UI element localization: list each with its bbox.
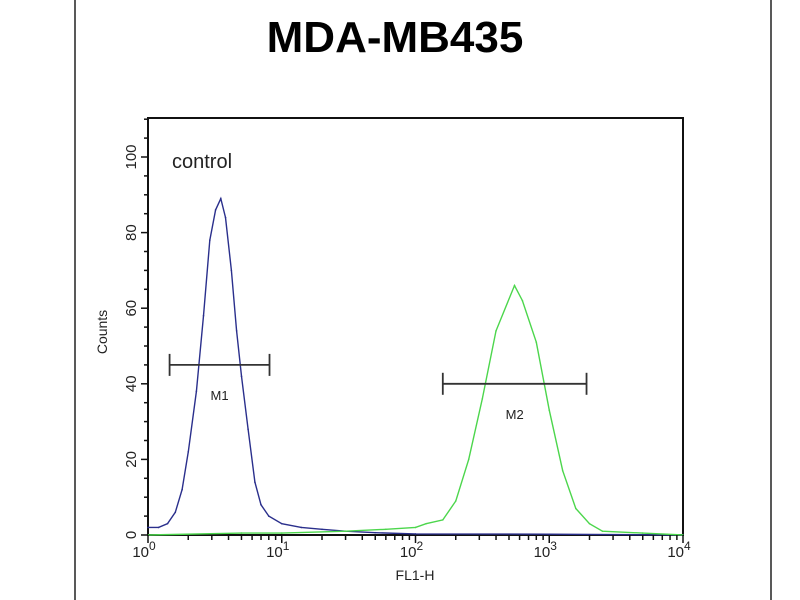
series-1-point bbox=[235, 330, 238, 332]
series-1-point bbox=[300, 526, 303, 529]
series-1-point bbox=[166, 522, 169, 525]
x-axis-title: FL1-H bbox=[396, 567, 435, 583]
series-2-point bbox=[513, 284, 516, 287]
y-tick-label: 100 bbox=[123, 144, 140, 169]
series-1-point bbox=[230, 269, 233, 272]
series-1-point bbox=[260, 503, 262, 506]
marker-m2-label: M2 bbox=[506, 407, 524, 422]
series-2-point bbox=[467, 458, 470, 461]
series-2-point bbox=[601, 530, 604, 533]
series-2-point bbox=[240, 532, 243, 534]
series-1-point bbox=[321, 528, 323, 531]
series-1-point bbox=[174, 511, 177, 514]
series-2-point bbox=[425, 522, 427, 525]
series-1-point bbox=[181, 488, 183, 491]
x-tick-label: 101 bbox=[266, 539, 290, 561]
chart-title: MDA-MB435 bbox=[267, 13, 524, 62]
series-2-point bbox=[280, 532, 283, 534]
y-axis-title: Counts bbox=[94, 310, 110, 354]
series-2-point bbox=[481, 398, 484, 400]
y-tick-label: 80 bbox=[123, 224, 140, 241]
series-1-point bbox=[209, 239, 211, 241]
x-tick-label: 102 bbox=[400, 539, 424, 561]
series-1-point bbox=[548, 533, 551, 536]
series-1-point bbox=[247, 428, 249, 430]
series-line-2 bbox=[147, 283, 684, 536]
series-1-point bbox=[157, 526, 160, 529]
series-1-point bbox=[254, 481, 256, 483]
series-2-point bbox=[588, 522, 591, 525]
series-1-point bbox=[195, 390, 198, 393]
series-1-point bbox=[414, 533, 417, 535]
series-1-point bbox=[187, 451, 190, 453]
y-tick-label: 0 bbox=[123, 531, 140, 539]
series-line-1 bbox=[148, 196, 684, 536]
control-annotation: control bbox=[172, 151, 232, 173]
series-1-point bbox=[267, 515, 270, 517]
y-tick-label: 40 bbox=[123, 375, 140, 392]
x-tick-label: 103 bbox=[534, 539, 558, 561]
series-2-point bbox=[414, 526, 417, 529]
series-2-point bbox=[535, 341, 538, 344]
series-1-point bbox=[219, 197, 222, 200]
series-2-point bbox=[521, 299, 524, 302]
series-2-point bbox=[495, 330, 497, 332]
y-tick-label: 60 bbox=[123, 300, 140, 317]
series-1-point bbox=[224, 216, 227, 219]
series-1-point bbox=[147, 526, 149, 529]
series-1-point bbox=[280, 522, 283, 525]
x-tick-label: 104 bbox=[667, 539, 691, 561]
series-1-point bbox=[374, 531, 377, 534]
series-2-point bbox=[442, 519, 444, 521]
series-2-point bbox=[561, 469, 564, 472]
series-1-point bbox=[214, 209, 217, 211]
series-2-point bbox=[344, 530, 347, 533]
series-2-point bbox=[454, 500, 457, 502]
series-1-point bbox=[240, 375, 243, 378]
series-2-point bbox=[641, 532, 644, 534]
series-1-point bbox=[202, 314, 205, 317]
series-2-point bbox=[548, 409, 551, 412]
plot-area-border bbox=[147, 117, 684, 536]
x-tick-label: 100 bbox=[132, 539, 156, 561]
y-tick-label: 20 bbox=[123, 451, 140, 468]
marker-m1-label: M1 bbox=[211, 388, 229, 403]
series-2-point bbox=[575, 507, 577, 510]
series-2-point bbox=[385, 528, 387, 531]
